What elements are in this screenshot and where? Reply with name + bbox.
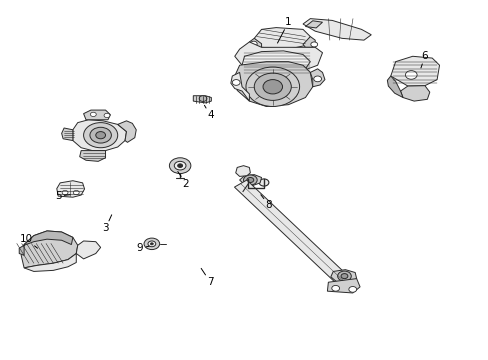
Polygon shape xyxy=(234,62,312,107)
Circle shape xyxy=(337,271,350,281)
Circle shape xyxy=(340,274,347,279)
Polygon shape xyxy=(61,128,73,140)
Text: 9: 9 xyxy=(137,243,149,253)
Circle shape xyxy=(169,158,190,174)
Circle shape xyxy=(144,238,159,249)
Circle shape xyxy=(250,41,257,46)
Circle shape xyxy=(232,80,240,85)
Text: 6: 6 xyxy=(420,51,427,68)
Circle shape xyxy=(246,177,253,183)
Circle shape xyxy=(90,112,96,117)
Polygon shape xyxy=(76,241,101,259)
Polygon shape xyxy=(21,231,78,268)
Polygon shape xyxy=(193,96,211,103)
Text: 3: 3 xyxy=(102,215,111,233)
Polygon shape xyxy=(330,270,356,283)
Polygon shape xyxy=(24,253,76,271)
Polygon shape xyxy=(235,166,250,176)
Circle shape xyxy=(73,190,79,195)
Circle shape xyxy=(310,42,317,47)
Polygon shape xyxy=(234,42,322,72)
Polygon shape xyxy=(57,181,84,197)
Polygon shape xyxy=(239,175,261,185)
Circle shape xyxy=(174,161,185,170)
Circle shape xyxy=(331,285,339,291)
Circle shape xyxy=(243,175,257,185)
Circle shape xyxy=(104,113,110,118)
Circle shape xyxy=(148,241,156,247)
Polygon shape xyxy=(390,56,439,86)
Polygon shape xyxy=(327,279,359,293)
Circle shape xyxy=(150,243,153,245)
Circle shape xyxy=(245,67,299,107)
Polygon shape xyxy=(400,86,429,101)
Polygon shape xyxy=(73,120,126,150)
Polygon shape xyxy=(19,231,73,255)
Circle shape xyxy=(348,287,356,292)
Circle shape xyxy=(313,76,321,82)
Polygon shape xyxy=(80,150,105,161)
Polygon shape xyxy=(249,39,261,49)
Polygon shape xyxy=(386,76,402,98)
Text: 7: 7 xyxy=(201,268,213,287)
Circle shape xyxy=(90,127,111,143)
Circle shape xyxy=(62,190,68,195)
Text: 10: 10 xyxy=(20,234,38,248)
Circle shape xyxy=(199,96,206,102)
Polygon shape xyxy=(305,21,322,28)
Circle shape xyxy=(254,73,291,100)
Text: 5: 5 xyxy=(55,191,70,201)
Polygon shape xyxy=(118,121,136,142)
Polygon shape xyxy=(310,69,325,87)
Polygon shape xyxy=(83,110,110,120)
Polygon shape xyxy=(254,28,310,49)
Circle shape xyxy=(177,164,182,167)
Polygon shape xyxy=(230,72,249,101)
Text: 2: 2 xyxy=(178,171,189,189)
Circle shape xyxy=(83,123,118,148)
Text: 1: 1 xyxy=(277,17,291,43)
Circle shape xyxy=(96,132,105,139)
Polygon shape xyxy=(242,51,310,76)
Polygon shape xyxy=(234,180,348,284)
Circle shape xyxy=(259,179,268,186)
Circle shape xyxy=(405,71,416,79)
Circle shape xyxy=(263,80,282,94)
Polygon shape xyxy=(303,37,315,47)
Polygon shape xyxy=(303,19,370,40)
Text: 4: 4 xyxy=(204,105,213,121)
Text: 8: 8 xyxy=(260,195,272,210)
